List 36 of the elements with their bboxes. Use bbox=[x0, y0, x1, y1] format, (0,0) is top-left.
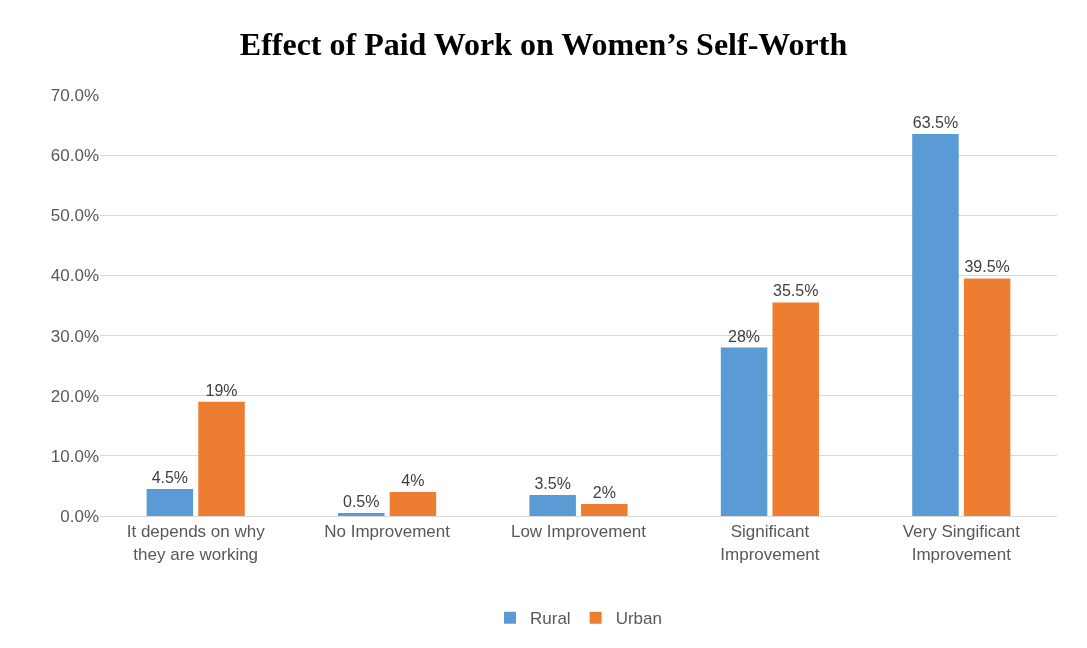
x-tick-label: Significant Improvement bbox=[720, 522, 820, 564]
x-tick-label: Very Singificant Improvement bbox=[902, 522, 1021, 564]
y-tick-label: 0.0% bbox=[60, 506, 99, 526]
y-tick-label: 20.0% bbox=[50, 386, 99, 406]
y-tick-label: 10.0% bbox=[50, 446, 99, 466]
data-label: 4.5% bbox=[151, 468, 189, 486]
data-label: 19% bbox=[205, 381, 238, 399]
bar bbox=[389, 491, 437, 516]
bar bbox=[963, 278, 1011, 516]
x-tick-label: Low Improvement bbox=[510, 522, 647, 542]
data-label: 63.5% bbox=[912, 114, 959, 132]
data-label: 2% bbox=[592, 483, 616, 501]
bar bbox=[338, 512, 385, 516]
bar bbox=[912, 134, 959, 516]
x-tick-label: It depends on why they are working bbox=[126, 522, 266, 564]
bar bbox=[198, 401, 245, 516]
legend-label: Urban bbox=[615, 609, 662, 629]
bar bbox=[720, 347, 768, 516]
data-label: 3.5% bbox=[534, 474, 571, 492]
x-tick-label: No Improvement bbox=[324, 522, 451, 542]
data-label: 39.5% bbox=[964, 258, 1010, 276]
y-tick-label: 30.0% bbox=[50, 326, 99, 346]
bar bbox=[581, 503, 628, 516]
data-label: 4% bbox=[401, 471, 425, 489]
data-label: 35.5% bbox=[773, 282, 819, 300]
bar bbox=[529, 494, 576, 516]
legend-label: Rural bbox=[530, 609, 571, 629]
bar bbox=[772, 302, 819, 516]
y-tick-label: 70.0% bbox=[50, 85, 99, 105]
bar bbox=[146, 488, 194, 516]
data-label: 0.5% bbox=[343, 492, 380, 510]
y-tick-label: 60.0% bbox=[50, 146, 99, 166]
y-tick-label: 50.0% bbox=[50, 206, 99, 226]
data-label: 28% bbox=[728, 327, 761, 345]
chart-title: Effect of Paid Work on Women’s Self-Worth bbox=[239, 25, 848, 62]
y-tick-label: 40.0% bbox=[50, 266, 99, 286]
